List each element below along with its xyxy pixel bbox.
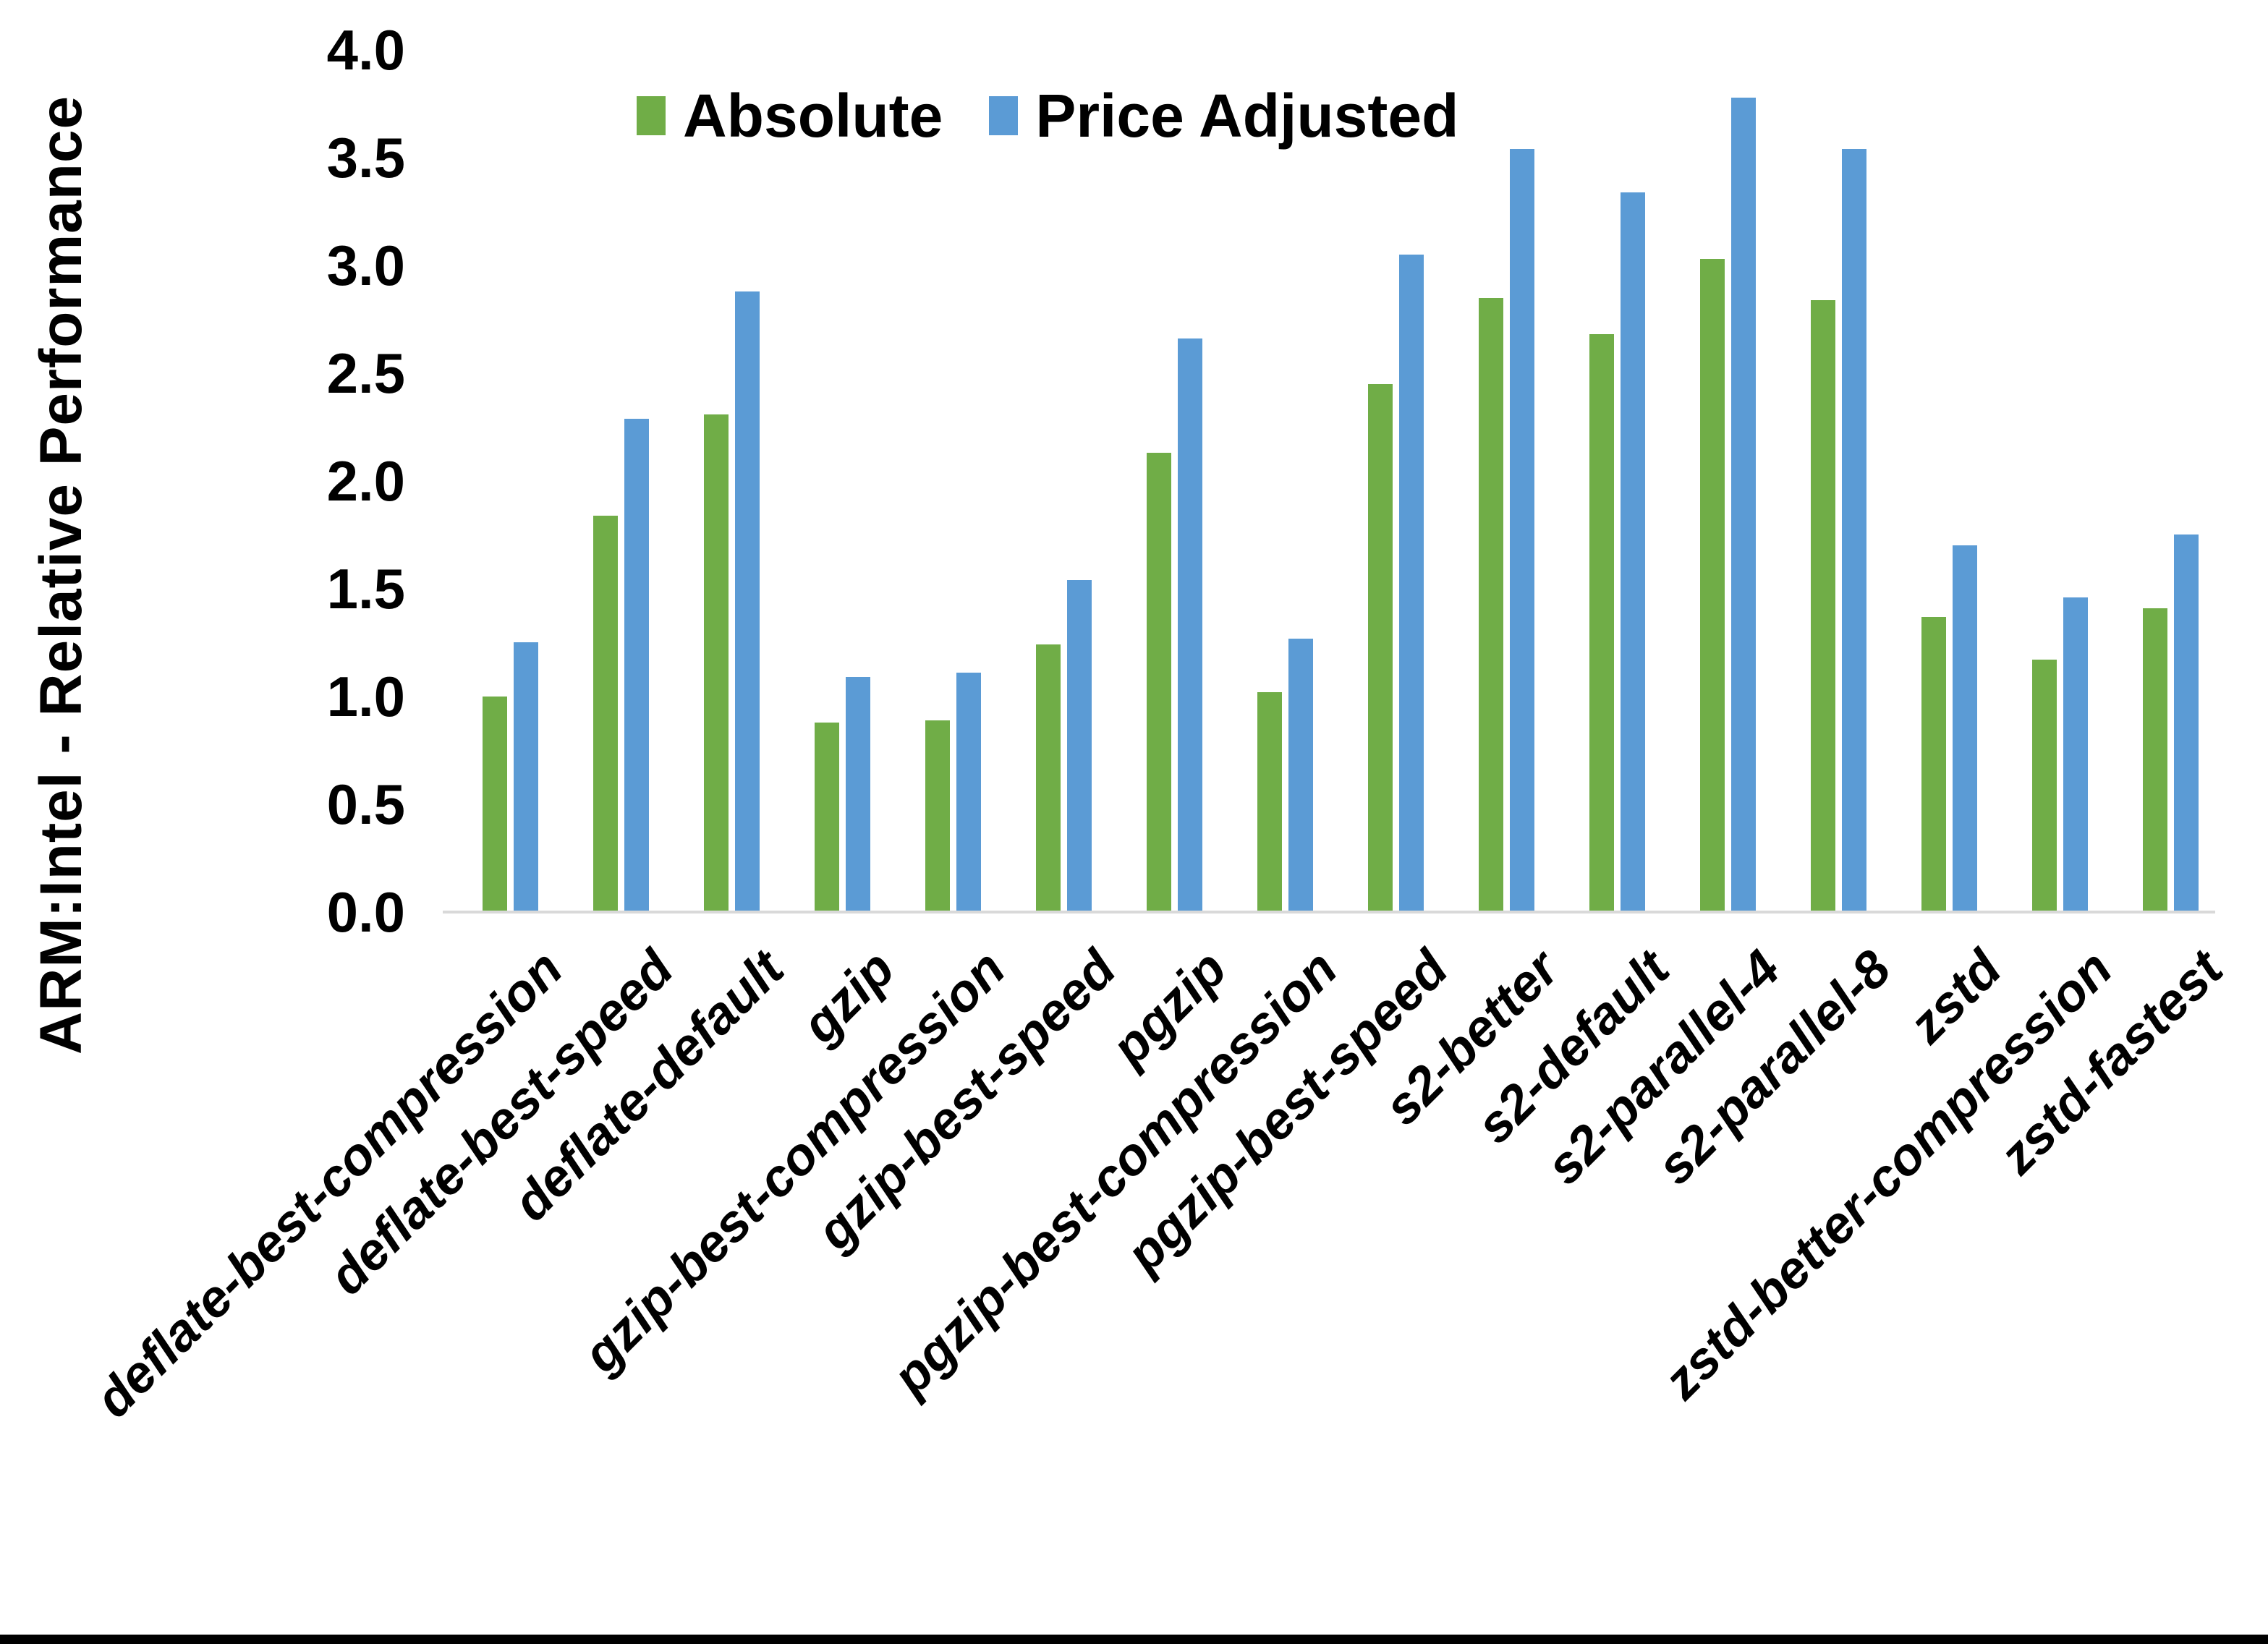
legend-label-absolute: Absolute	[683, 82, 943, 150]
bar-absolute-gzip-best-speed	[1036, 644, 1061, 912]
legend-swatch-price-adjusted	[989, 96, 1019, 135]
bar-absolute-gzip-best-compression	[925, 720, 950, 912]
bar-price-adjusted-zstd	[1953, 545, 1977, 912]
y-tick-label: 0.0	[326, 880, 405, 944]
y-axis-title: ARM:Intel - Relative Performance	[28, 95, 94, 1055]
bar-price-adjusted-gzip	[846, 677, 870, 912]
bar-price-adjusted-gzip-best-speed	[1067, 580, 1092, 912]
bar-price-adjusted-deflate-best-speed	[624, 419, 649, 912]
legend: Absolute Price Adjusted	[637, 85, 1458, 146]
y-tick-label: 0.5	[326, 772, 405, 836]
bar-absolute-pgzip-best-compression	[1257, 692, 1282, 912]
bar-price-adjusted-s2-default	[1621, 192, 1645, 912]
bar-price-adjusted-s2-parallel-8	[1842, 149, 1866, 912]
bar-absolute-deflate-best-speed	[593, 516, 618, 912]
bar-absolute-pgzip-best-speed	[1368, 384, 1393, 912]
y-tick-label: 2.0	[326, 449, 405, 513]
bar-price-adjusted-gzip-best-compression	[956, 673, 981, 912]
legend-label-price-adjusted: Price Adjusted	[1035, 82, 1459, 150]
bar-price-adjusted-deflate-default	[735, 291, 760, 912]
bar-price-adjusted-pgzip-best-speed	[1399, 255, 1424, 912]
bottom-border	[0, 1635, 2268, 1644]
x-category-label-deflate-best-compression: deflate-best-compression	[84, 940, 574, 1429]
y-tick-label: 1.0	[326, 665, 405, 728]
bar-absolute-zstd-better-compression	[2032, 660, 2057, 912]
bar-absolute-deflate-best-compression	[483, 697, 507, 912]
bar-absolute-s2-parallel-4	[1700, 259, 1725, 912]
bar-price-adjusted-s2-better	[1510, 149, 1534, 912]
bar-price-adjusted-pgzip-best-compression	[1288, 639, 1313, 912]
bar-absolute-pgzip	[1147, 453, 1171, 912]
x-axis-line	[443, 911, 2215, 913]
bar-absolute-s2-better	[1479, 298, 1503, 912]
y-tick-label: 4.0	[326, 18, 405, 82]
bar-absolute-gzip	[815, 723, 839, 912]
y-tick-label: 1.5	[326, 557, 405, 621]
bar-price-adjusted-s2-parallel-4	[1731, 98, 1756, 912]
bar-price-adjusted-zstd-better-compression	[2063, 597, 2088, 912]
y-tick-label: 2.5	[326, 341, 405, 405]
bar-absolute-zstd-fastest	[2143, 608, 2167, 912]
bar-absolute-s2-parallel-8	[1811, 300, 1835, 912]
bar-absolute-zstd	[1921, 617, 1946, 912]
y-tick-label: 3.5	[326, 126, 405, 189]
bar-price-adjusted-deflate-best-compression	[514, 642, 538, 912]
y-tick-label: 3.0	[326, 234, 405, 297]
legend-swatch-absolute	[637, 96, 666, 135]
bar-price-adjusted-zstd-fastest	[2174, 534, 2199, 912]
bar-price-adjusted-pgzip	[1178, 338, 1202, 912]
bar-absolute-s2-default	[1589, 334, 1614, 912]
bar-absolute-deflate-default	[704, 414, 729, 912]
